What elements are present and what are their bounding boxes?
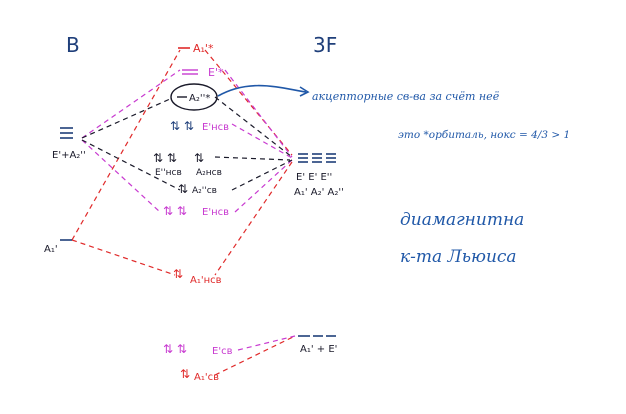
line-enb-low-right — [234, 159, 293, 213]
right-level-top-labels: E' E' E'' — [296, 172, 332, 183]
right-levels — [298, 153, 336, 337]
note-orbital: это *орбиталь, нокс = 4/3 > 1 — [398, 129, 570, 141]
mo-a2-nonbond-pair: ⇅ — [194, 151, 204, 165]
mo-a2-highlight-circle — [170, 83, 218, 111]
line-enb-low-left — [81, 139, 161, 213]
line-enb-top-right — [231, 123, 293, 159]
mo-e-nonbond-low-label: E'нсв — [202, 207, 229, 218]
line-ebond-right — [237, 335, 296, 351]
line-right-to-a1nb — [214, 161, 293, 276]
mo-a1-bond-pair: ⇅ — [180, 367, 190, 381]
mo-e-nonbond-top-pair: ⇅ ⇅ — [170, 119, 194, 133]
mo-a2-double-label: A₂''* — [189, 93, 210, 104]
line-a2bond-left — [81, 139, 181, 191]
line-a2star-right — [214, 96, 293, 158]
note-acceptor: акцепторные св-ва за счёт неё — [312, 90, 500, 103]
mo-e-bond-pair: ⇅ ⇅ — [163, 342, 187, 356]
mo-e-bond-label: E'св — [212, 346, 233, 357]
mo-e-star-label: E'* — [208, 66, 224, 79]
mo-a2-bond-label: A₂''св — [192, 186, 217, 196]
line-a1bond-right — [214, 335, 296, 376]
mo-a2-bond-pair: ⇅ — [178, 182, 188, 196]
correlation-lines — [71, 49, 296, 376]
note-diamagnetic: диамагнитна — [400, 210, 524, 230]
right-level-low-label: A₁' + E' — [300, 344, 337, 355]
line-a1star-left — [71, 49, 181, 241]
mo-a1-star-label: A₁'* — [193, 42, 214, 55]
right-group-label: 3F — [313, 33, 337, 57]
mo-e-nonbond-low-pair: ⇅ ⇅ — [163, 204, 187, 218]
note-lewis: к-та Льюиса — [400, 247, 517, 267]
mo-a1-bond-label: A₁'св — [194, 372, 219, 383]
acceptor-arrow-head — [299, 86, 310, 97]
line-e2nb-right — [214, 156, 291, 161]
left-level-a1-label: A₁' — [44, 244, 58, 255]
line-a2star-left — [81, 98, 171, 139]
line-estar-left — [81, 69, 181, 139]
right-level-bottom-labels: A₁' A₂' A₂'' — [294, 187, 344, 198]
mo-e2-nonbond-label: E''нсв — [155, 168, 182, 178]
line-a2bond-right — [231, 159, 293, 191]
mo-a1-nonbond-pair: ⇅ — [173, 267, 183, 281]
line-a1-to-a1nb — [71, 239, 176, 276]
mo-e2-nonbond-pair: ⇅ ⇅ — [153, 151, 177, 165]
mo-a2-nonbond-label: A₂нсв — [196, 168, 222, 178]
mo-e-nonbond-top-label: E'нсв — [202, 122, 229, 133]
left-levels — [60, 127, 73, 241]
line-a1star-right — [204, 49, 293, 156]
mo-a1-nonbond-label: A₁'нсв — [190, 275, 222, 286]
line-estar-right — [224, 69, 293, 158]
left-level-e-a2-label: E'+A₂'' — [52, 150, 86, 161]
acceptor-arrow — [217, 84, 307, 97]
left-atom-label: B — [66, 33, 80, 57]
